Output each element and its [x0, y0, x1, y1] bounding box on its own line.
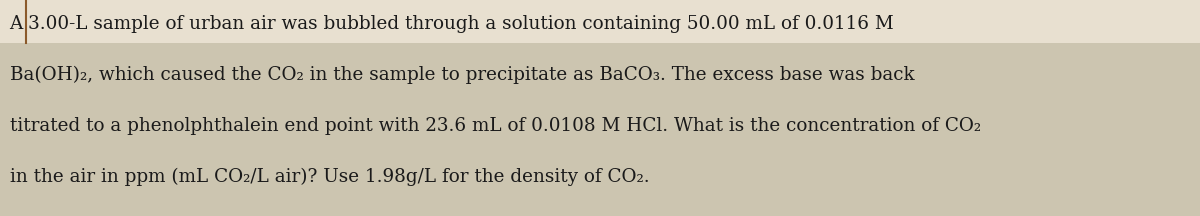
Text: in the air in ppm (mL CO₂/L air)? Use 1.98g/L for the density of CO₂.: in the air in ppm (mL CO₂/L air)? Use 1.…: [10, 167, 649, 186]
FancyBboxPatch shape: [0, 0, 1200, 43]
Text: titrated to a phenolphthalein end point with 23.6 mL of 0.0108 M HCl. What is th: titrated to a phenolphthalein end point …: [10, 117, 980, 135]
Text: A 3.00-L sample of urban air was bubbled through a solution containing 50.00 mL : A 3.00-L sample of urban air was bubbled…: [10, 15, 894, 33]
Text: Ba(OH)₂, which caused the CO₂ in the sample to precipitate as BaCO₃. The excess : Ba(OH)₂, which caused the CO₂ in the sam…: [10, 66, 914, 84]
